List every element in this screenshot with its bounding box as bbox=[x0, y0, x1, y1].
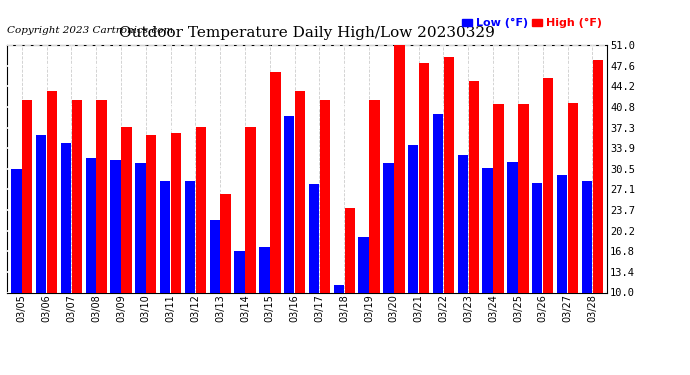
Bar bbox=[557, 175, 567, 292]
Bar bbox=[110, 160, 121, 292]
Bar bbox=[171, 132, 181, 292]
Title: Outdoor Temperature Daily High/Low 20230329: Outdoor Temperature Daily High/Low 20230… bbox=[119, 26, 495, 40]
Bar bbox=[196, 127, 206, 292]
Bar bbox=[333, 285, 344, 292]
Bar bbox=[160, 181, 170, 292]
Bar bbox=[61, 143, 71, 292]
Bar bbox=[235, 252, 245, 292]
Bar bbox=[493, 104, 504, 292]
Bar bbox=[344, 208, 355, 292]
Bar bbox=[11, 169, 21, 292]
Bar bbox=[121, 127, 132, 292]
Bar bbox=[86, 158, 96, 292]
Bar bbox=[72, 100, 82, 292]
Bar bbox=[444, 57, 454, 292]
Bar bbox=[146, 135, 157, 292]
Bar bbox=[383, 163, 393, 292]
Bar bbox=[309, 184, 319, 292]
Bar bbox=[543, 78, 553, 292]
Bar bbox=[284, 116, 295, 292]
Bar bbox=[245, 127, 256, 292]
Bar bbox=[185, 182, 195, 292]
Bar bbox=[369, 100, 380, 292]
Bar bbox=[482, 168, 493, 292]
Bar bbox=[270, 72, 281, 292]
Bar bbox=[221, 194, 231, 292]
Bar bbox=[593, 60, 603, 292]
Bar bbox=[36, 135, 46, 292]
Text: Copyright 2023 Cartronics.com: Copyright 2023 Cartronics.com bbox=[7, 26, 173, 35]
Bar bbox=[22, 100, 32, 292]
Bar bbox=[358, 237, 369, 292]
Bar bbox=[295, 92, 305, 292]
Bar bbox=[419, 63, 429, 292]
Bar bbox=[408, 145, 418, 292]
Bar bbox=[259, 247, 270, 292]
Bar bbox=[210, 220, 220, 292]
Bar bbox=[469, 81, 479, 292]
Bar bbox=[319, 100, 330, 292]
Bar bbox=[97, 100, 107, 292]
Bar bbox=[457, 156, 468, 292]
Bar bbox=[47, 92, 57, 292]
Bar bbox=[532, 183, 542, 292]
Bar bbox=[135, 163, 146, 292]
Bar bbox=[433, 114, 443, 292]
Bar bbox=[568, 103, 578, 292]
Bar bbox=[518, 104, 529, 292]
Bar bbox=[394, 45, 404, 292]
Bar bbox=[507, 162, 518, 292]
Bar bbox=[582, 181, 592, 292]
Legend: Low (°F), High (°F): Low (°F), High (°F) bbox=[462, 18, 602, 28]
